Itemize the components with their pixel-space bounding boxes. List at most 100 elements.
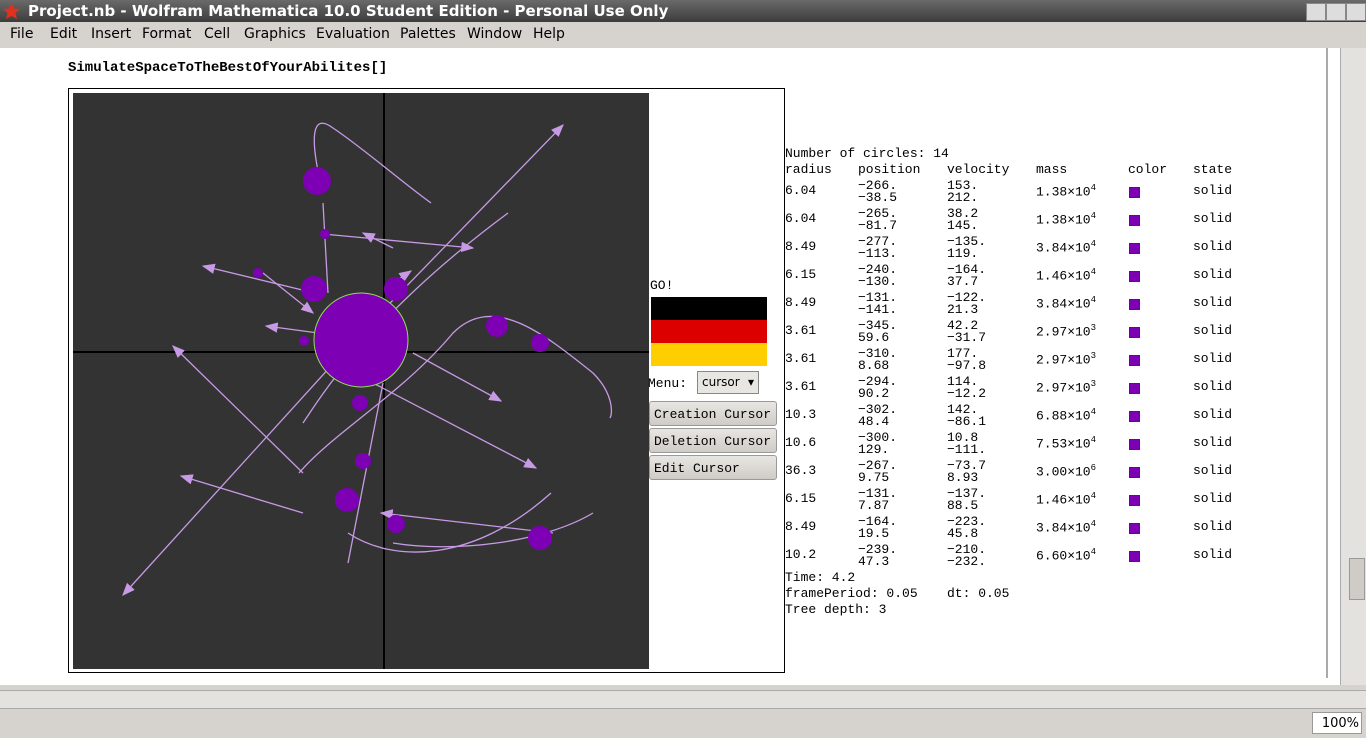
menu-item[interactable]: Insert: [91, 26, 132, 42]
state-cell: solid: [1193, 547, 1233, 562]
cursor-button[interactable]: Creation Cursor: [649, 401, 777, 426]
position-x: −239.: [858, 542, 898, 557]
mass-base: 2.97×10: [1036, 380, 1091, 396]
position-y: 47.3: [858, 554, 890, 569]
mass-cell: 1.46×104: [1036, 491, 1096, 507]
position-x: −277.: [858, 234, 898, 249]
position-y: 9.75: [858, 470, 890, 485]
color-swatch: [1129, 523, 1140, 534]
button-label: Creation Cursor: [654, 407, 772, 422]
menu-item[interactable]: Help: [533, 26, 565, 42]
velocity-x: 42.2: [947, 318, 979, 333]
velocity-y: −232.: [947, 554, 987, 569]
radius-cell: 6.15: [785, 491, 817, 506]
menu-item[interactable]: Cell: [204, 26, 231, 42]
mass-exponent: 6: [1090, 463, 1097, 473]
cursor-dropdown[interactable]: cursor ▾: [697, 371, 759, 394]
minimize-button[interactable]: [1306, 3, 1326, 21]
position-x: −310.: [858, 346, 898, 361]
state-cell: solid: [1193, 491, 1233, 506]
mass-exponent: 4: [1090, 407, 1097, 417]
cursor-button[interactable]: Deletion Cursor: [649, 428, 777, 453]
radius-cell: 6.15: [785, 267, 817, 282]
state-cell: solid: [1193, 211, 1233, 226]
position-y: 8.68: [858, 358, 890, 373]
menu-item[interactable]: Window: [467, 26, 523, 42]
mass-cell: 2.97×103: [1036, 323, 1096, 339]
state-cell: solid: [1193, 519, 1233, 534]
velocity-x: −137.: [947, 486, 987, 501]
velocity-y: 88.5: [947, 498, 979, 513]
velocity-x: −73.7: [947, 458, 987, 473]
position-y: −113.: [858, 246, 898, 261]
column-header: mass: [1036, 162, 1068, 177]
mass-cell: 1.38×104: [1036, 183, 1096, 199]
velocity-x: 38.2: [947, 206, 979, 221]
mass-cell: 3.84×104: [1036, 519, 1096, 535]
mass-base: 1.46×10: [1036, 268, 1091, 284]
state-cell: solid: [1193, 407, 1233, 422]
column-header: state: [1193, 162, 1233, 177]
scroll-thumb[interactable]: [1349, 558, 1365, 600]
color-swatch: [1129, 271, 1140, 282]
velocity-x: 10.8: [947, 430, 979, 445]
horizontal-scrollbar[interactable]: [0, 690, 1366, 709]
title-bar: Project.nb - Wolfram Mathematica 10.0 St…: [0, 0, 1366, 22]
button-label: Deletion Cursor: [654, 434, 772, 449]
output-frame: [68, 88, 785, 673]
radius-cell: 6.04: [785, 211, 817, 226]
radius-cell: 8.49: [785, 519, 817, 534]
mass-cell: 3.84×104: [1036, 295, 1096, 311]
menu-item[interactable]: Graphics: [244, 26, 306, 42]
position-y: −130.: [858, 274, 898, 289]
mass-exponent: 4: [1090, 267, 1097, 277]
menu-item[interactable]: Palettes: [400, 26, 456, 42]
menu-item[interactable]: Format: [142, 26, 192, 42]
column-header: color: [1128, 162, 1168, 177]
velocity-y: 145.: [947, 218, 979, 233]
color-swatch: [1129, 355, 1140, 366]
mass-exponent: 3: [1090, 351, 1097, 361]
velocity-y: −12.2: [947, 386, 987, 401]
position-y: 19.5: [858, 526, 890, 541]
position-y: −141.: [858, 302, 898, 317]
notebook: SimulateSpaceToTheBestOfYourAbilites[]: [0, 48, 1340, 685]
go-label: GO!: [650, 278, 674, 293]
velocity-y: 45.8: [947, 526, 979, 541]
velocity-y: −31.7: [947, 330, 987, 345]
velocity-x: 114.: [947, 374, 979, 389]
state-cell: solid: [1193, 267, 1233, 282]
cursor-button[interactable]: Edit Cursor: [649, 455, 777, 480]
maximize-button[interactable]: [1326, 3, 1346, 21]
velocity-x: −122.: [947, 290, 987, 305]
state-cell: solid: [1193, 379, 1233, 394]
mass-base: 3.00×10: [1036, 464, 1091, 480]
radius-cell: 3.61: [785, 351, 817, 366]
vertical-scrollbar[interactable]: [1340, 48, 1366, 685]
menu-item[interactable]: File: [10, 26, 34, 42]
position-y: 59.6: [858, 330, 890, 345]
zoom-box[interactable]: 100%: [1312, 712, 1362, 734]
color-swatch: [1129, 439, 1140, 450]
mass-base: 3.84×10: [1036, 296, 1091, 312]
menu-item[interactable]: Evaluation: [316, 26, 390, 42]
mass-exponent: 4: [1090, 183, 1097, 193]
state-cell: solid: [1193, 463, 1233, 478]
mass-cell: 6.88×104: [1036, 407, 1096, 423]
flag[interactable]: [651, 297, 767, 366]
position-x: −131.: [858, 290, 898, 305]
simulation-canvas[interactable]: [73, 93, 649, 669]
menu-label: Menu:: [648, 376, 688, 391]
velocity-y: 212.: [947, 190, 979, 205]
velocity-x: 177.: [947, 346, 979, 361]
close-button[interactable]: [1346, 3, 1366, 21]
velocity-y: −111.: [947, 442, 987, 457]
position-x: −267.: [858, 458, 898, 473]
menu-item[interactable]: Edit: [50, 26, 78, 42]
radius-cell: 36.3: [785, 463, 817, 478]
radius-cell: 10.3: [785, 407, 817, 422]
button-label: Edit Cursor: [654, 461, 740, 476]
app-icon: [3, 3, 20, 19]
radius-cell: 6.04: [785, 183, 817, 198]
